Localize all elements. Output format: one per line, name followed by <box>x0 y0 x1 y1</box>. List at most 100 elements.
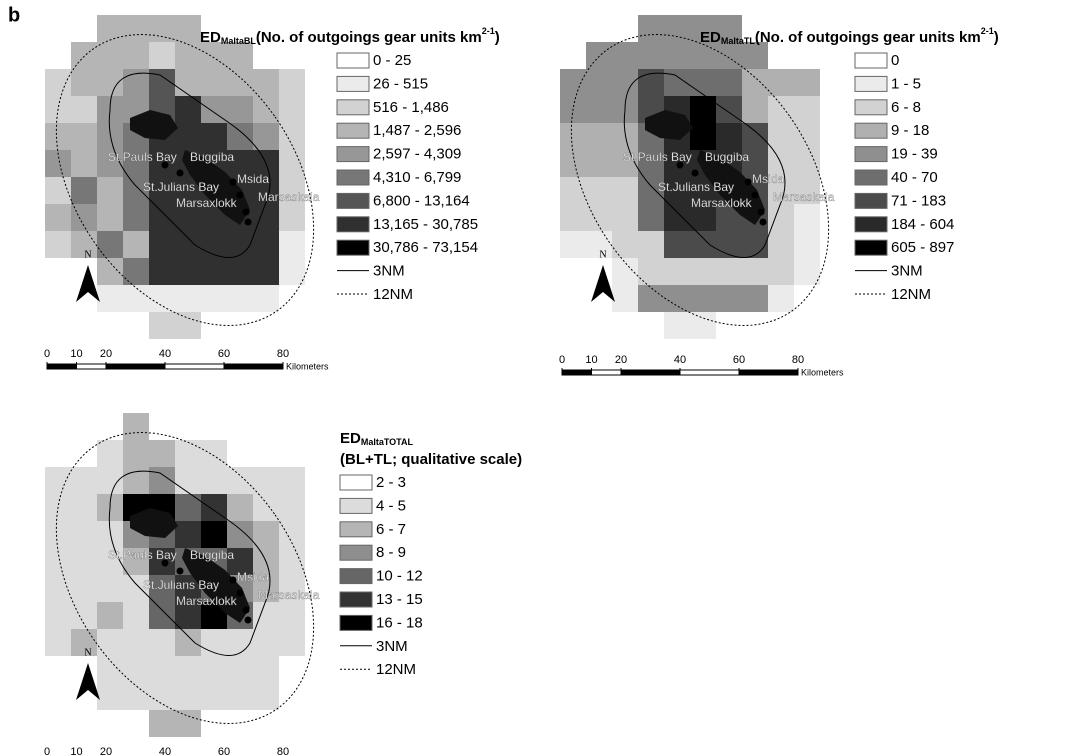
grid-cell <box>253 96 279 123</box>
grid-cell <box>45 521 71 548</box>
grid-cell <box>560 177 586 204</box>
grid-cell <box>175 656 201 683</box>
grid-cell <box>279 494 305 521</box>
grid-cell <box>227 467 253 494</box>
legend-title: EDMaltaBL(No. of outgoings gear units km… <box>200 26 500 46</box>
grid-cell <box>742 150 768 177</box>
grid-cell <box>227 285 253 312</box>
grid-cell <box>768 231 794 258</box>
grid-cell <box>227 69 253 96</box>
grid-cell <box>253 177 279 204</box>
legend-title-sub: MaltaTOTAL <box>361 437 414 447</box>
grid-cell <box>123 231 149 258</box>
grid-cell <box>612 231 638 258</box>
boundary-3nm <box>623 72 786 258</box>
scale-segment <box>561 369 592 376</box>
legend-swatch <box>336 146 370 163</box>
legend-title-end: ) <box>994 29 999 46</box>
legend-swatch <box>854 146 888 163</box>
grid-cell <box>201 42 227 69</box>
legend-label: 516 - 1,486 <box>373 99 449 116</box>
grid-cell <box>71 42 97 69</box>
grid-cell <box>768 258 794 285</box>
grid-cell <box>612 150 638 177</box>
legend-swatch <box>336 216 370 233</box>
grid-cell <box>201 231 227 258</box>
grid-cell <box>560 231 586 258</box>
grid-cell <box>794 258 820 285</box>
legend-label: 4,310 - 6,799 <box>373 169 461 186</box>
grid-cell <box>253 285 279 312</box>
grid-cell <box>638 285 664 312</box>
grid-cell <box>201 683 227 710</box>
place-label: Marsaskala <box>773 190 835 204</box>
grid-cell <box>227 683 253 710</box>
legend-swatch <box>339 497 373 514</box>
grid-cell <box>201 656 227 683</box>
scale-tick-label: 60 <box>733 354 745 366</box>
grid-cell <box>690 69 716 96</box>
grid-cell <box>638 231 664 258</box>
scale-tick-label: 40 <box>674 354 686 366</box>
grid-cell <box>149 602 175 629</box>
grid-cell <box>586 69 612 96</box>
legend-swatch <box>339 568 373 585</box>
legend-label: 1,487 - 2,596 <box>373 122 461 139</box>
grid-cell <box>794 96 820 123</box>
grid-cell <box>175 231 201 258</box>
grid-cell <box>123 150 149 177</box>
grid-cell <box>123 204 149 231</box>
grid-cell <box>612 42 638 69</box>
grid-cell <box>253 656 279 683</box>
island-gozo <box>130 508 178 538</box>
grid-cell <box>97 231 123 258</box>
grid-cell <box>612 285 638 312</box>
grid-cell <box>97 575 123 602</box>
grid-cell <box>71 548 97 575</box>
legend-swatch <box>854 239 888 256</box>
legend-label: 4 - 5 <box>376 497 406 514</box>
legend-title-main: ED <box>340 430 361 447</box>
legend-label: 71 - 183 <box>891 192 946 209</box>
grid-cell <box>586 231 612 258</box>
town-dot <box>676 161 684 169</box>
grid-cell <box>227 548 253 575</box>
grid-cell <box>175 629 201 656</box>
legend-title-sub: MaltaBL <box>221 36 257 46</box>
legend-title-end: ) <box>495 29 500 46</box>
scale-segment <box>223 363 284 370</box>
legend-swatch <box>336 52 370 69</box>
grid-cell <box>175 521 201 548</box>
grid-cell <box>97 548 123 575</box>
grid-cell <box>149 312 175 339</box>
grid-cell <box>45 629 71 656</box>
grid-cell <box>586 177 612 204</box>
grid-cell <box>149 204 175 231</box>
grid-cell <box>227 42 253 69</box>
grid-cell <box>690 258 716 285</box>
grid-cell <box>586 123 612 150</box>
legend-title-sup: 2-1 <box>981 26 994 36</box>
legend-swatch <box>854 169 888 186</box>
grid-cell <box>71 602 97 629</box>
legend-swatch <box>336 192 370 209</box>
legend-swatch <box>339 521 373 538</box>
legend-label: 6,800 - 13,164 <box>373 192 470 209</box>
grid-cell <box>123 575 149 602</box>
legend-label: 1 - 5 <box>891 75 921 92</box>
grid-cell <box>690 312 716 339</box>
town-dot <box>161 559 169 567</box>
place-label: St.Pauls Bay <box>108 548 177 562</box>
grid-cell <box>149 629 175 656</box>
grid-cell <box>716 42 742 69</box>
grid-cell <box>664 285 690 312</box>
legend-title: EDMaltaTL(No. of outgoings gear units km… <box>700 26 999 46</box>
place-label: Marsaskala <box>258 190 320 204</box>
grid-cell <box>71 150 97 177</box>
grid-cell <box>279 69 305 96</box>
grid-cell <box>123 42 149 69</box>
grid-cell <box>690 42 716 69</box>
grid-cell <box>97 467 123 494</box>
grid-cell <box>253 231 279 258</box>
